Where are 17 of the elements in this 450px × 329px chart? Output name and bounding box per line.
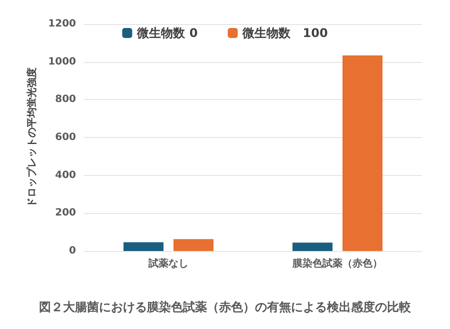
y-tick-label: 0 xyxy=(69,246,76,256)
y-tick-label: 1000 xyxy=(48,56,76,68)
caption: 図２大腸菌における膜染色試薬（赤色）の有無による検出感度の比較 xyxy=(39,300,412,314)
y-tick-label: 400 xyxy=(55,170,76,181)
y-tick-label: 1200 xyxy=(48,18,76,30)
bar xyxy=(124,242,164,251)
legend-label: 微生物数 100 xyxy=(242,26,328,40)
y-tick-label: 800 xyxy=(55,94,76,106)
x-tick-label: 膜染色試薬（赤色） xyxy=(292,258,382,270)
bar xyxy=(342,55,382,251)
y-axis-title: ドロップレットの平均蛍光強度 xyxy=(26,68,38,208)
x-tick-label: 試薬なし xyxy=(148,258,188,270)
bar xyxy=(174,239,214,251)
bar xyxy=(292,242,332,251)
y-tick-label: 200 xyxy=(55,208,76,219)
y-tick-label: 600 xyxy=(55,132,76,143)
legend-label: 微生物数 0 xyxy=(136,26,198,40)
